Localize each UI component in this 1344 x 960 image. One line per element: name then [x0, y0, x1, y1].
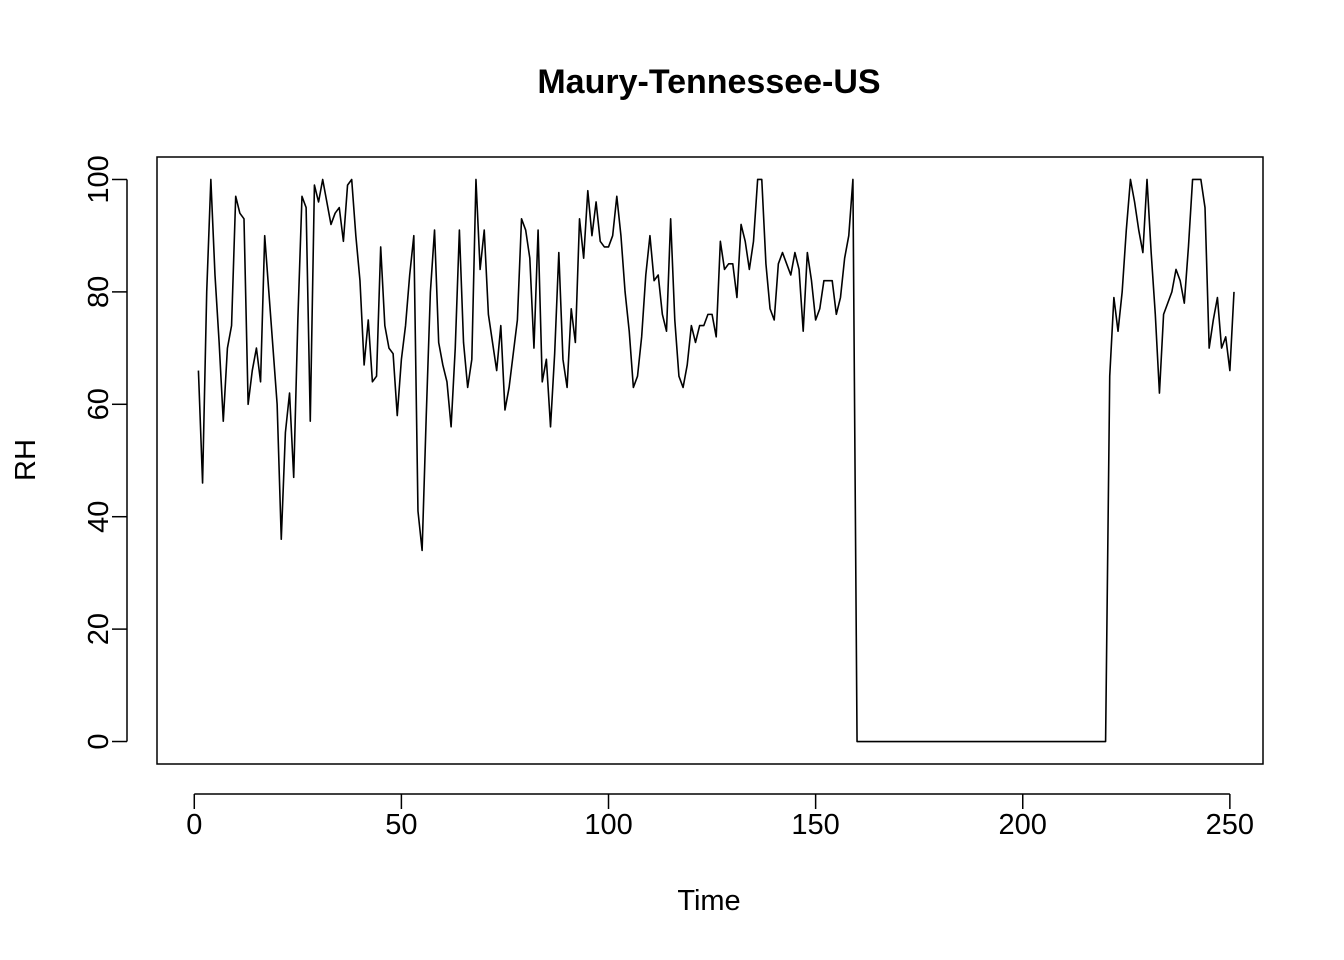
- y-tick-label: 60: [83, 388, 115, 420]
- plot-frame: [156, 156, 1264, 765]
- x-axis-label: Time: [677, 885, 740, 917]
- series-line: [197, 178, 1235, 743]
- x-tick-label: 0: [186, 809, 202, 841]
- y-axis: 0 20 40 60 80 100: [83, 155, 128, 750]
- y-tick-label: 80: [83, 276, 115, 308]
- y-tick-label: 20: [83, 613, 115, 645]
- x-tick-label: 100: [584, 809, 632, 841]
- x-axis: 0 50 100 150 200 250: [186, 793, 1254, 841]
- y-axis-label: RH: [10, 439, 42, 481]
- x-tick-label: 50: [385, 809, 417, 841]
- y-tick-label: 40: [83, 501, 115, 533]
- x-tick-label: 150: [791, 809, 839, 841]
- y-tick-label: 0: [83, 733, 115, 749]
- chart-title: Maury-Tennessee-US: [537, 63, 880, 101]
- x-tick-label: 200: [999, 809, 1047, 841]
- x-tick-label: 250: [1206, 809, 1254, 841]
- y-tick-label: 100: [83, 155, 115, 203]
